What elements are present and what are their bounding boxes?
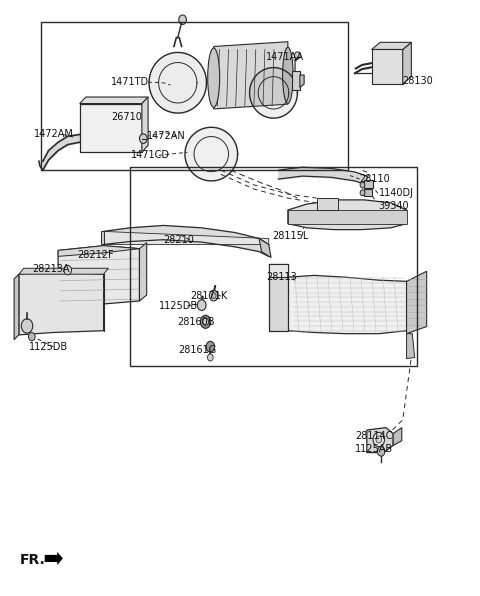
Polygon shape	[364, 180, 373, 188]
Polygon shape	[58, 246, 140, 309]
Text: 1472AM: 1472AM	[34, 129, 74, 139]
Circle shape	[211, 293, 216, 299]
Text: 28115L: 28115L	[273, 231, 309, 241]
Circle shape	[373, 432, 384, 446]
Polygon shape	[140, 243, 147, 301]
Polygon shape	[14, 274, 19, 340]
Text: 28212F: 28212F	[77, 250, 114, 260]
Text: 28160B: 28160B	[177, 317, 215, 327]
Circle shape	[295, 52, 300, 59]
Circle shape	[360, 190, 365, 195]
Polygon shape	[288, 200, 407, 229]
Polygon shape	[101, 231, 104, 244]
Polygon shape	[367, 427, 393, 452]
Bar	[41, 21, 348, 170]
Circle shape	[203, 318, 208, 325]
Circle shape	[206, 342, 215, 352]
Text: 28113: 28113	[266, 272, 297, 282]
Bar	[130, 167, 417, 367]
Text: 1471AA: 1471AA	[266, 52, 304, 62]
Text: 28110: 28110	[360, 174, 390, 184]
Polygon shape	[372, 49, 403, 84]
Polygon shape	[372, 42, 411, 49]
Polygon shape	[149, 52, 206, 113]
Polygon shape	[407, 271, 427, 334]
Polygon shape	[407, 334, 415, 359]
Circle shape	[197, 300, 206, 311]
Circle shape	[209, 290, 218, 301]
Text: 39340: 39340	[379, 201, 409, 211]
Bar	[80, 104, 142, 153]
Polygon shape	[288, 210, 407, 224]
Circle shape	[140, 134, 147, 144]
Text: 1471TD: 1471TD	[111, 77, 149, 87]
Polygon shape	[19, 268, 108, 274]
Circle shape	[28, 333, 35, 341]
Polygon shape	[104, 231, 269, 244]
Polygon shape	[104, 225, 269, 256]
Polygon shape	[393, 427, 402, 445]
Polygon shape	[19, 271, 104, 335]
Polygon shape	[185, 128, 238, 181]
Text: 28114C: 28114C	[355, 431, 392, 441]
Polygon shape	[58, 246, 140, 256]
Text: 28213A: 28213A	[32, 265, 69, 275]
Text: 28161G: 28161G	[178, 344, 216, 355]
Circle shape	[377, 446, 385, 456]
Text: 1140DJ: 1140DJ	[379, 188, 414, 198]
Circle shape	[376, 436, 382, 443]
Circle shape	[207, 354, 213, 361]
Polygon shape	[142, 97, 148, 153]
Text: 26710: 26710	[111, 111, 142, 122]
Text: 28210: 28210	[163, 235, 194, 245]
Text: FR.: FR.	[20, 552, 46, 567]
Text: 1472AN: 1472AN	[147, 131, 185, 141]
Polygon shape	[269, 263, 288, 331]
Circle shape	[360, 182, 365, 188]
Polygon shape	[45, 552, 63, 565]
Text: 1125AB: 1125AB	[355, 444, 393, 454]
Polygon shape	[214, 42, 288, 109]
Text: 1125DB: 1125DB	[29, 342, 69, 352]
Circle shape	[21, 319, 33, 333]
Polygon shape	[80, 97, 148, 104]
Polygon shape	[300, 75, 304, 88]
Circle shape	[179, 15, 186, 24]
Ellipse shape	[208, 48, 220, 107]
Text: 1125DB: 1125DB	[158, 301, 198, 311]
Text: 28130: 28130	[403, 76, 433, 86]
Text: 28171K: 28171K	[191, 291, 228, 301]
Polygon shape	[269, 263, 288, 277]
Polygon shape	[259, 238, 271, 257]
Polygon shape	[317, 198, 338, 210]
Polygon shape	[288, 275, 407, 334]
Ellipse shape	[283, 47, 293, 104]
Circle shape	[64, 265, 72, 275]
Text: 1471CD: 1471CD	[131, 150, 170, 160]
Polygon shape	[250, 67, 298, 118]
Polygon shape	[292, 71, 300, 90]
Polygon shape	[403, 42, 411, 84]
Polygon shape	[364, 189, 372, 195]
Circle shape	[200, 315, 211, 328]
